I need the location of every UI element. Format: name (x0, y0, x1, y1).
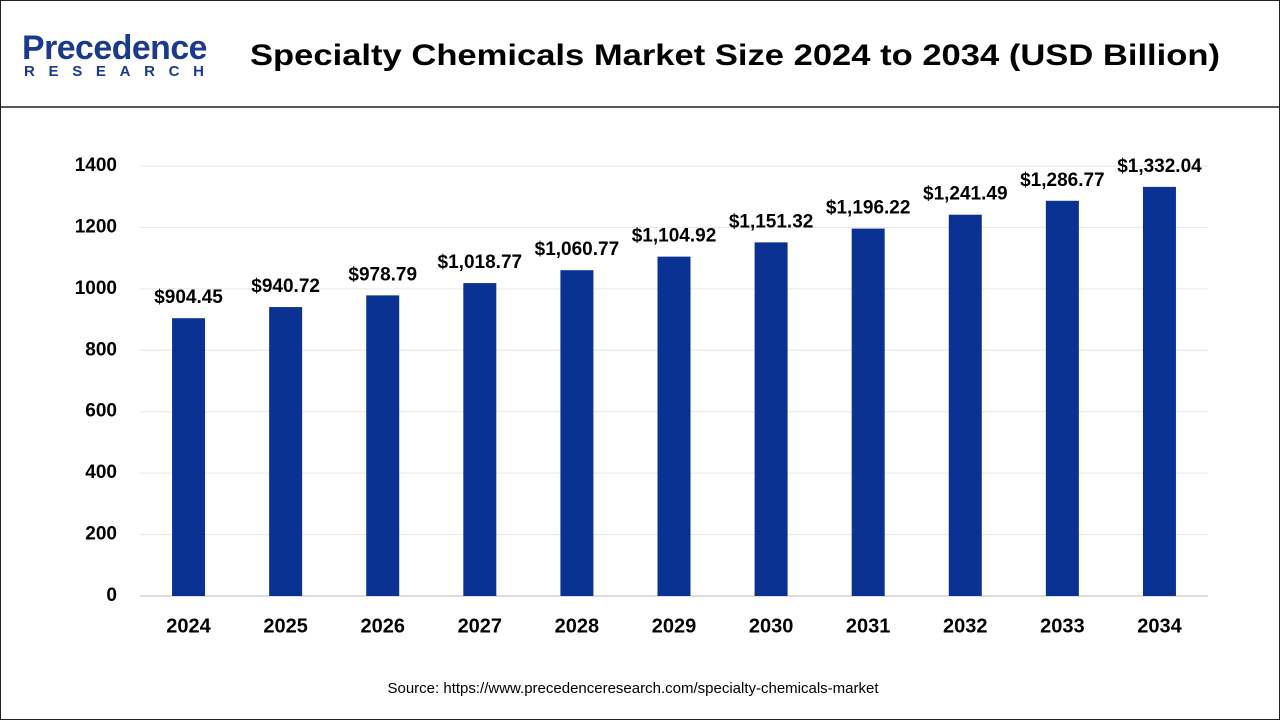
x-tick-label: 2029 (652, 615, 697, 637)
bar (463, 283, 497, 596)
bar (366, 295, 400, 596)
value-label: $1,151.32 (729, 211, 814, 232)
y-tick-label: 600 (85, 401, 117, 422)
x-tick-label: 2028 (555, 615, 600, 637)
value-label: $1,060.77 (535, 239, 620, 260)
y-tick-label: 400 (85, 462, 117, 483)
y-tick-label: 800 (85, 339, 117, 360)
value-label: $1,018.77 (438, 252, 523, 273)
y-tick-label: 1000 (75, 278, 117, 299)
bar (172, 318, 206, 596)
chart-title: Specialty Chemicals Market Size 2024 to … (250, 39, 1220, 72)
value-label: $1,196.22 (826, 198, 911, 219)
bar (269, 307, 303, 596)
x-tick-label: 2033 (1040, 615, 1085, 637)
x-tick-label: 2025 (263, 615, 308, 637)
x-tick-label: 2034 (1137, 615, 1182, 637)
x-tick-label: 2024 (166, 615, 211, 637)
x-tick-label: 2030 (749, 615, 794, 637)
bar (754, 242, 788, 596)
x-tick-label: 2026 (360, 615, 405, 637)
bar (657, 256, 691, 596)
value-label: $1,104.92 (632, 226, 717, 247)
bar (560, 270, 594, 596)
value-label: $940.72 (251, 276, 320, 297)
y-tick-label: 1400 (75, 155, 117, 176)
y-tick-label: 1200 (75, 216, 117, 237)
value-label: $1,241.49 (923, 184, 1008, 205)
bar (1142, 186, 1176, 597)
y-tick-label: 0 (106, 585, 117, 606)
x-tick-label: 2027 (458, 615, 503, 637)
value-label: $904.45 (154, 287, 223, 308)
x-tick-label: 2032 (943, 615, 988, 637)
y-tick-label: 200 (85, 524, 117, 545)
x-tick-label: 2031 (846, 615, 891, 637)
source: Source: https://www.precedenceresearch.c… (387, 680, 879, 697)
bar (1045, 200, 1079, 597)
bar (851, 228, 885, 596)
value-label: $1,332.04 (1117, 156, 1202, 177)
value-label: $1,286.77 (1020, 170, 1105, 191)
bar (948, 214, 982, 596)
logo-name: Precedence (22, 29, 207, 67)
value-label: $978.79 (348, 264, 417, 285)
